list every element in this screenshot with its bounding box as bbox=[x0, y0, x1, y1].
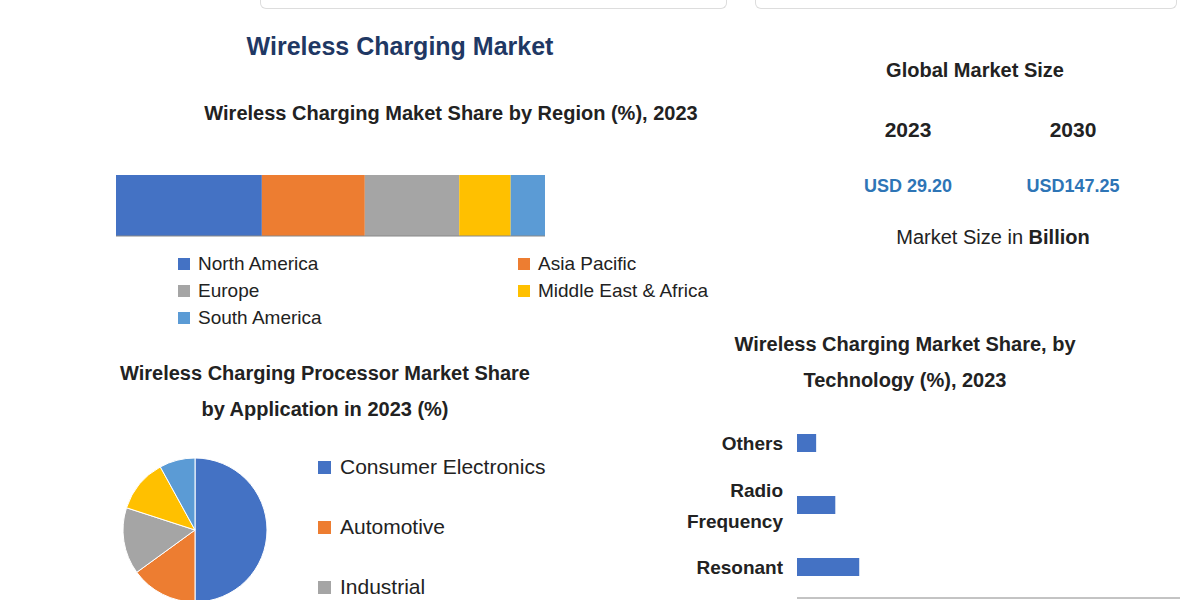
svg-text:RadioFrequency: RadioFrequency bbox=[687, 480, 784, 532]
html-text:USD147.25: USD147.25 bbox=[1026, 176, 1120, 196]
html-text:2030: 2030 bbox=[1049, 118, 1097, 141]
svg-text:Others: Others bbox=[722, 433, 783, 454]
html-text:Industrial: Industrial bbox=[340, 575, 426, 598]
html-text:North America: North America bbox=[198, 253, 319, 274]
html-text:Consumer Electronics: Consumer Electronics bbox=[340, 455, 546, 478]
html-text:Asia Pacific: Asia Pacific bbox=[538, 253, 637, 274]
svg-text:Resonant: Resonant bbox=[696, 557, 783, 578]
html-text:USD 29.20: USD 29.20 bbox=[864, 176, 952, 196]
html-text:Wireless Charging Processor Ma: Wireless Charging Processor Market Share… bbox=[120, 362, 530, 420]
html-text:Global Market Size: Global Market Size bbox=[886, 59, 1064, 81]
html-text:Middle East & Africa: Middle East & Africa bbox=[538, 280, 708, 301]
html-text:Market Size in Billion: Market Size in Billion bbox=[896, 226, 1090, 248]
html-text:Automotive: Automotive bbox=[340, 515, 446, 538]
html-text:Wireless Charging Market: Wireless Charging Market bbox=[246, 32, 554, 60]
html-text:2023: 2023 bbox=[884, 118, 932, 141]
html-text:South America: South America bbox=[198, 307, 322, 328]
html-text:Wireless Charging Market Share: Wireless Charging Market Share, by Techn… bbox=[734, 333, 1076, 391]
html-text:Wireless Charging Maket Share: Wireless Charging Maket Share by Region … bbox=[204, 102, 698, 124]
html-text:Europe: Europe bbox=[198, 280, 260, 301]
